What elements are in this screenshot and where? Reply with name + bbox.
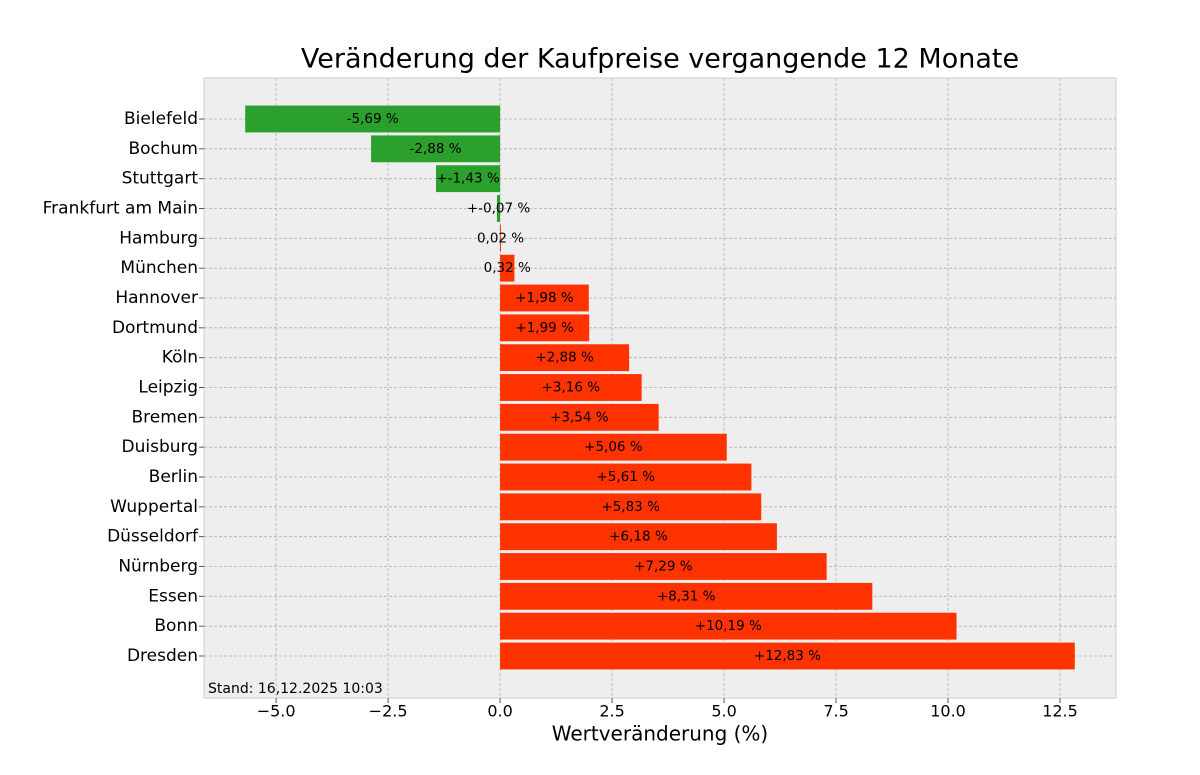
x-axis-label: Wertveränderung (%) (552, 722, 769, 746)
bar (500, 582, 873, 610)
bar (500, 523, 777, 551)
y-tick-label: Dresden (127, 646, 198, 666)
bar (500, 254, 515, 282)
value-label: +2,88 % (535, 350, 594, 366)
bars (245, 105, 1075, 670)
x-tick-label: 5.0 (711, 702, 736, 721)
bar (500, 284, 589, 312)
x-tick-label: −5.0 (257, 702, 296, 721)
y-tick-label: Bielefeld (124, 109, 198, 129)
y-tick-label: Bonn (154, 616, 198, 636)
x-tick-label: 2.5 (599, 702, 624, 721)
bar (436, 165, 501, 193)
bar (500, 314, 590, 342)
y-tick-label: Berlin (149, 467, 198, 487)
annotation: Stand: 16,12.2025 10:03 (208, 681, 383, 697)
bar (500, 642, 1075, 670)
bar (500, 224, 501, 252)
y-tick-label: Hamburg (119, 228, 198, 248)
value-label: +8,31 % (657, 588, 716, 604)
y-tick-label: Köln (162, 348, 198, 368)
value-label: +1,98 % (515, 290, 574, 306)
value-label: +6,18 % (609, 529, 668, 545)
value-label: +7,29 % (634, 559, 693, 575)
x-tick-label: 10.0 (930, 702, 966, 721)
bar (371, 135, 501, 163)
bar (500, 374, 642, 401)
x-tick-label: 12.5 (1042, 702, 1078, 721)
bar (500, 612, 957, 640)
x-tick-label: 0.0 (487, 702, 512, 721)
value-label: 0,02 % (477, 230, 524, 246)
y-tick-label: Wuppertal (110, 497, 198, 517)
value-label: +3,16 % (542, 380, 601, 396)
value-label: +-0,07 % (467, 201, 531, 217)
value-label: +5,61 % (596, 469, 655, 485)
bar (245, 105, 501, 133)
value-label: 0,32 % (484, 260, 531, 276)
y-tick-label: Stuttgart (122, 169, 199, 189)
value-label: -2,88 % (410, 141, 462, 157)
bar (500, 344, 630, 372)
bar (500, 493, 762, 521)
x-tick-label: 7.5 (823, 702, 848, 721)
y-tick-label: Düsseldorf (107, 527, 199, 547)
y-tick-label: Frankfurt am Main (43, 199, 198, 219)
bar (500, 463, 752, 491)
y-tick-label: München (120, 258, 198, 278)
y-tick-label: Dortmund (112, 318, 198, 338)
bar (496, 195, 501, 222)
value-label: +1,99 % (515, 320, 574, 336)
value-label: +-1,43 % (436, 171, 500, 187)
y-tick-label: Essen (148, 586, 198, 606)
y-tick-label: Bochum (128, 139, 198, 159)
value-label: -5,69 % (347, 111, 399, 127)
y-tick-label: Leipzig (138, 378, 198, 398)
bar (500, 403, 659, 431)
value-label: +5,83 % (601, 499, 660, 515)
x-tick-label: −2.5 (369, 702, 408, 721)
value-label: +12,83 % (754, 648, 821, 664)
y-tick-label: Hannover (115, 288, 198, 308)
bar (500, 433, 727, 461)
value-label: +10,19 % (695, 618, 762, 634)
value-label: +5,06 % (584, 439, 643, 455)
bar (500, 553, 827, 580)
y-tick-label: Nürnberg (118, 557, 198, 577)
chart-title: Veränderung der Kaufpreise vergangende 1… (301, 44, 1019, 75)
value-label: +3,54 % (550, 409, 609, 425)
y-tick-label: Duisburg (122, 437, 199, 457)
y-tick-label: Bremen (131, 407, 198, 427)
